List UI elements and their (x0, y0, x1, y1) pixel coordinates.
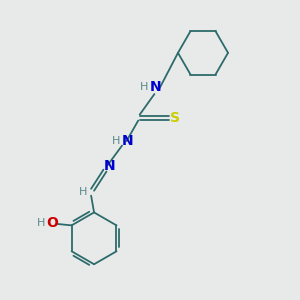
Text: S: S (170, 111, 180, 124)
Text: H: H (79, 187, 87, 197)
Text: O: O (46, 216, 58, 230)
Text: H: H (140, 82, 148, 92)
Text: N: N (150, 80, 162, 94)
Text: H: H (37, 218, 46, 228)
Text: N: N (122, 134, 134, 148)
Text: H: H (112, 136, 120, 146)
Text: N: N (103, 159, 115, 172)
